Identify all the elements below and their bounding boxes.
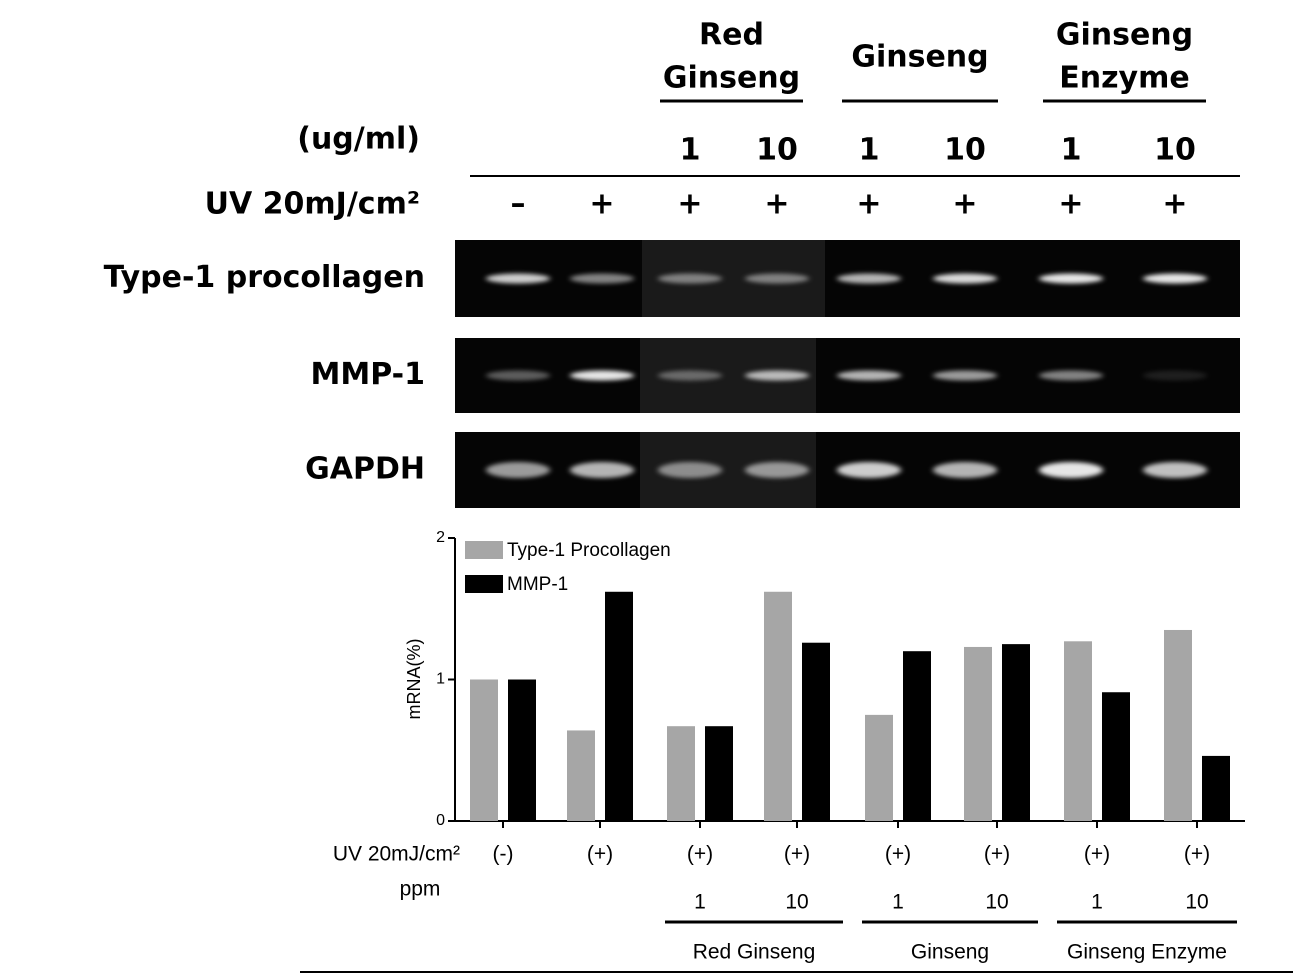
y-tick-label: 2 bbox=[436, 529, 445, 546]
gel-band bbox=[486, 273, 550, 284]
gel-band bbox=[1039, 273, 1103, 284]
row-label: GAPDH bbox=[305, 452, 425, 487]
bar bbox=[903, 651, 931, 821]
x-tick-label: (+) bbox=[885, 843, 911, 866]
gel-band bbox=[933, 273, 997, 284]
gel-band bbox=[1143, 273, 1207, 284]
y-tick-label: 1 bbox=[436, 671, 445, 688]
y-axis-label: mRNA(%) bbox=[404, 639, 424, 720]
dose: 1 bbox=[680, 133, 701, 168]
gel-band bbox=[486, 370, 550, 381]
gel-band bbox=[837, 462, 901, 478]
bar bbox=[1002, 644, 1030, 821]
legend-swatch bbox=[465, 541, 503, 559]
uv-sign: – bbox=[511, 187, 526, 222]
dose: 10 bbox=[756, 133, 798, 168]
dose: 1 bbox=[1091, 891, 1103, 914]
uv-sign: + bbox=[952, 187, 977, 222]
gel-band bbox=[933, 370, 997, 381]
bar bbox=[605, 591, 633, 821]
gel-band bbox=[658, 370, 722, 381]
group-label: Ginseng bbox=[851, 40, 988, 75]
x-tick-label: (+) bbox=[587, 843, 613, 866]
gel-band bbox=[837, 370, 901, 381]
gel-band bbox=[837, 273, 901, 284]
dose: 10 bbox=[785, 891, 808, 914]
bar bbox=[1164, 629, 1192, 821]
x-tick-label: (+) bbox=[1084, 843, 1110, 866]
bar bbox=[764, 591, 792, 821]
y-tick-label: 0 bbox=[436, 812, 445, 829]
row-label: MMP-1 bbox=[311, 357, 426, 392]
gel-band bbox=[570, 273, 634, 284]
bar bbox=[1202, 755, 1230, 821]
group-label: Enzyme bbox=[1059, 61, 1189, 96]
gel-band bbox=[1039, 462, 1103, 478]
x-tick-label: (+) bbox=[687, 843, 713, 866]
gel-band bbox=[486, 462, 550, 478]
group-label: Ginseng bbox=[911, 941, 989, 964]
uv-label: UV 20mJ/cm² bbox=[205, 187, 420, 222]
dose: 10 bbox=[985, 891, 1008, 914]
gel-band bbox=[933, 462, 997, 478]
legend-label: Type-1 Procollagen bbox=[507, 540, 671, 561]
dose: 10 bbox=[1154, 133, 1196, 168]
x-tick-label: (+) bbox=[784, 843, 810, 866]
row-label: Type-1 procollagen bbox=[104, 260, 425, 295]
ppm-label: ppm bbox=[400, 878, 441, 901]
gel-band bbox=[658, 462, 722, 478]
group-label: Ginseng bbox=[663, 61, 800, 96]
uv-sign: + bbox=[1162, 187, 1187, 222]
bar bbox=[802, 642, 830, 821]
uv-sign: + bbox=[1058, 187, 1083, 222]
dose: 10 bbox=[1185, 891, 1208, 914]
gel-band bbox=[1143, 462, 1207, 478]
gel-band bbox=[1143, 370, 1207, 381]
gel-band bbox=[745, 273, 809, 284]
gel-band bbox=[658, 273, 722, 284]
category-label: UV 20mJ/cm² bbox=[333, 843, 460, 866]
x-tick-label: (+) bbox=[984, 843, 1010, 866]
uv-sign: + bbox=[677, 187, 702, 222]
dose: 1 bbox=[859, 133, 880, 168]
bar bbox=[1102, 692, 1130, 821]
bar bbox=[1064, 641, 1092, 821]
gel-band bbox=[1039, 370, 1103, 381]
uv-sign: + bbox=[589, 187, 614, 222]
x-tick-label: (+) bbox=[1184, 843, 1210, 866]
group-label: Ginseng bbox=[1056, 18, 1193, 53]
dose: 10 bbox=[944, 133, 986, 168]
bar bbox=[508, 679, 536, 821]
dose: 1 bbox=[892, 891, 904, 914]
dose: 1 bbox=[1061, 133, 1082, 168]
bar bbox=[705, 726, 733, 821]
bar bbox=[865, 714, 893, 821]
legend-swatch bbox=[465, 575, 503, 593]
gel-band bbox=[745, 462, 809, 478]
group-label: Red Ginseng bbox=[693, 941, 816, 964]
legend-label: MMP-1 bbox=[507, 574, 568, 595]
group-label: Red bbox=[699, 18, 764, 53]
gel-band bbox=[745, 370, 809, 381]
uv-sign: + bbox=[856, 187, 881, 222]
bar bbox=[667, 726, 695, 821]
x-tick-label: (-) bbox=[493, 843, 514, 866]
bar bbox=[470, 679, 498, 821]
gel-band bbox=[570, 462, 634, 478]
bar bbox=[567, 730, 595, 821]
group-label: Ginseng Enzyme bbox=[1067, 941, 1227, 964]
gel-band bbox=[570, 370, 634, 381]
uv-sign: + bbox=[764, 187, 789, 222]
bar bbox=[964, 646, 992, 821]
dose: 1 bbox=[694, 891, 706, 914]
dose-label: (ug/ml) bbox=[297, 122, 420, 157]
